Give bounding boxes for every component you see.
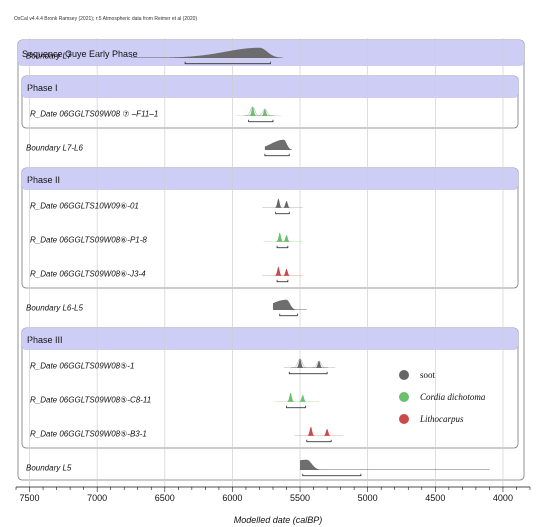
x-axis: 7500 7000 6500 6000 5500 5000 4500 4000 — [15, 486, 531, 503]
legend-marker — [399, 392, 409, 402]
range-bracket — [279, 313, 298, 317]
legend-label: soot — [420, 370, 436, 380]
row-label: Boundary L6-L5 — [26, 304, 83, 313]
row-label: R_Date 06GGLTS09W08⑤-1 — [30, 362, 134, 371]
range-bracket — [306, 439, 332, 443]
phase-band — [22, 168, 518, 190]
legend-marker — [399, 414, 409, 424]
phase-band — [22, 328, 518, 350]
range-bracket — [276, 279, 289, 283]
posterior-distribution — [247, 106, 270, 116]
row-label: Boundary L7-L6 — [26, 144, 83, 153]
posterior-distribution — [306, 426, 332, 436]
legend-marker — [399, 370, 409, 380]
phase-title: Phase II — [27, 175, 60, 185]
range-bracket — [264, 153, 290, 157]
tick-label: 4000 — [493, 493, 513, 503]
row-label: Boundary L7 — [26, 52, 72, 61]
row-label: R_Date 06GGLTS09W08 ⑦ –F11–1 — [30, 110, 158, 119]
posterior-distribution — [273, 266, 292, 276]
legend: soot Cordia dichotoma Lithocarpus — [399, 370, 486, 424]
range-bracket — [288, 371, 328, 375]
range-bracket — [276, 245, 289, 249]
phase-band — [22, 76, 518, 98]
rows: Boundary L7 R_Date 06GGLTS09W08 ⑦ –F11–1 B… — [26, 47, 490, 477]
legend-label: Cordia dichotoma — [420, 392, 486, 402]
phase-title: Phase III — [27, 335, 63, 345]
phase-title: Phase I — [27, 83, 58, 93]
row-label: R_Date 06GGLTS09W08⑤-B3-1 — [30, 430, 147, 439]
x-axis-title: Modelled date (calBP) — [234, 515, 323, 525]
boundary-distribution — [130, 47, 283, 58]
posterior-distribution — [295, 358, 324, 368]
tick-label: 7500 — [20, 493, 40, 503]
credit-text: OxCal v4.4.4 Bronk Ramsey (2021); r:5 At… — [14, 16, 197, 22]
tick-label: 5000 — [358, 493, 378, 503]
range-bracket — [184, 61, 271, 65]
tick-label: 6500 — [155, 493, 175, 503]
boundary-distribution — [264, 139, 292, 150]
tick-label: 7000 — [87, 493, 107, 503]
range-bracket — [248, 119, 274, 123]
tick-label: 4500 — [425, 493, 445, 503]
row-label: R_Date 06GGLTS09W08⑥-J3-4 — [30, 270, 146, 279]
range-bracket — [275, 211, 290, 215]
row-label: Boundary L5 — [26, 464, 72, 473]
sequence-band — [18, 40, 524, 66]
grid-lines — [29, 38, 504, 487]
posterior-distribution — [273, 198, 292, 208]
tick-label: 6000 — [222, 493, 242, 503]
prior-distribution — [243, 106, 275, 116]
row-label: R_Date 06GGLTS09W08⑤-C8-11 — [30, 396, 151, 405]
phase-groups: Sequence Guye Early Phase Phase I Phase II… — [17, 39, 525, 481]
posterior-distribution — [274, 232, 292, 242]
range-bracket — [302, 473, 362, 477]
sequence-title: Sequence Guye Early Phase — [22, 49, 138, 59]
legend-label: Lithocarpus — [419, 414, 464, 424]
range-bracket — [286, 405, 306, 409]
posterior-distribution — [285, 392, 308, 402]
row-label: R_Date 06GGLTS09W08⑥-P1-8 — [30, 236, 147, 245]
row-label: R_Date 06GGLTS10W09⑥-01 — [30, 202, 139, 211]
tick-label: 5500 — [290, 493, 310, 503]
boundary-distribution — [273, 299, 307, 310]
